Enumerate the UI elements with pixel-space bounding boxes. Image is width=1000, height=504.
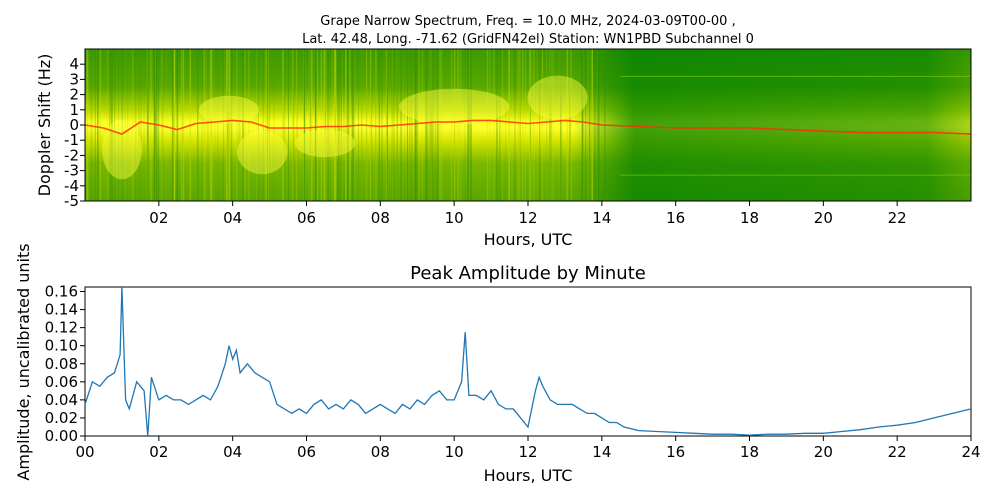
amplitude-x-tick-label: 22 — [888, 443, 907, 461]
spectrogram-enhancement — [399, 88, 510, 125]
spectrogram-x-tick-label: 22 — [888, 209, 907, 227]
spectrogram-x-tick-label: 04 — [223, 209, 242, 227]
spectrogram-enhancement — [527, 75, 588, 120]
spectrogram-plot-area — [85, 49, 971, 201]
amplitude-x-tick-label: 10 — [445, 443, 464, 461]
spectrogram-y-tick-label: -3 — [64, 162, 79, 180]
spectrogram-y-tick-label: 0 — [69, 116, 79, 134]
spectrogram-y-axis-label: Doppler Shift (Hz) — [35, 54, 54, 197]
spectrogram-y-tick-label: -4 — [64, 177, 79, 195]
spectrogram-title-line-2: Lat. 42.48, Long. -71.62 (GridFN42el) St… — [302, 32, 754, 47]
spectrogram-y-tick-label: 2 — [69, 86, 79, 104]
amplitude-y-tick-label: 0.02 — [45, 409, 78, 427]
amplitude-x-tick-label: 08 — [371, 443, 390, 461]
spectrogram-x-tick-label: 14 — [592, 209, 611, 227]
spectrogram-x-tick-label: 20 — [814, 209, 833, 227]
amplitude-series-line — [84, 286, 972, 437]
amplitude-frame — [84, 286, 972, 437]
spectrogram-x-tick-label: 18 — [740, 209, 759, 227]
amplitude-y-tick-label: 0.14 — [45, 301, 78, 319]
spectrogram-x-tick-label: 02 — [149, 209, 168, 227]
amplitude-x-tick-label: 16 — [666, 443, 685, 461]
spectrogram-y-tick-label: -5 — [64, 192, 79, 210]
spectrogram-y-tick-label: -1 — [64, 131, 79, 149]
spectrogram-x-ticks: 02 04 06 08 10 12 14 16 18 20 22 — [149, 201, 907, 227]
spectrogram-enhancement — [198, 95, 259, 124]
spectrogram-enhancements — [101, 75, 971, 180]
amplitude-x-tick-label: 18 — [740, 443, 759, 461]
amplitude-x-tick-label: 02 — [149, 443, 168, 461]
spectrogram-enhancement — [237, 130, 288, 175]
spectrogram-x-tick-label: 16 — [666, 209, 685, 227]
spectrogram-x-tick-label: 08 — [371, 209, 390, 227]
spectrogram-title-line-1: Grape Narrow Spectrum, Freq. = 10.0 MHz,… — [320, 14, 735, 29]
amplitude-x-tick-label: 24 — [961, 443, 980, 461]
amplitude-y-tick-label: 0.04 — [45, 391, 78, 409]
spectrogram-y-tick-label: 3 — [69, 70, 79, 88]
spectrogram-enhancement — [294, 129, 355, 158]
amplitude-x-axis-label: Hours, UTC — [484, 466, 573, 485]
spectrogram-x-axis-label: Hours, UTC — [484, 230, 573, 249]
spectrogram-x-tick-label: 12 — [518, 209, 537, 227]
spectrogram-y-tick-label: 4 — [69, 55, 79, 73]
spectrogram-y-tick-label: 1 — [69, 101, 79, 119]
amplitude-x-tick-label: 04 — [223, 443, 242, 461]
spectrogram-x-tick-label: 06 — [297, 209, 316, 227]
spectrogram-y-tick-label: -2 — [64, 146, 79, 164]
amplitude-y-tick-label: 0.00 — [45, 427, 78, 445]
amplitude-x-tick-label: 12 — [518, 443, 537, 461]
amplitude-y-tick-label: 0.10 — [45, 337, 78, 355]
spectrogram-quiet-region — [85, 49, 971, 201]
amplitude-x-ticks: 00 02 04 06 08 10 12 14 16 18 20 22 24 — [75, 436, 981, 461]
amplitude-y-tick-label: 0.12 — [45, 319, 78, 337]
amplitude-y-tick-label: 0.16 — [45, 283, 78, 301]
amplitude-y-ticks: 0.000.020.040.060.080.100.120.140.16 — [45, 283, 85, 445]
amplitude-x-tick-label: 00 — [75, 443, 94, 461]
spectrogram-enhancement — [101, 119, 142, 180]
amplitude-x-tick-label: 20 — [814, 443, 833, 461]
amplitude-y-tick-label: 0.06 — [45, 373, 78, 391]
spectrogram-x-tick-label: 10 — [445, 209, 464, 227]
spectrogram-streaks — [85, 49, 606, 201]
amplitude-y-tick-label: 0.08 — [45, 355, 78, 373]
amplitude-x-tick-label: 14 — [592, 443, 611, 461]
amplitude-title: Peak Amplitude by Minute — [410, 263, 646, 284]
doppler-trace — [85, 119, 971, 135]
amplitude-x-tick-label: 06 — [297, 443, 316, 461]
amplitude-y-axis-label: Amplitude, uncalibrated units — [14, 243, 33, 480]
